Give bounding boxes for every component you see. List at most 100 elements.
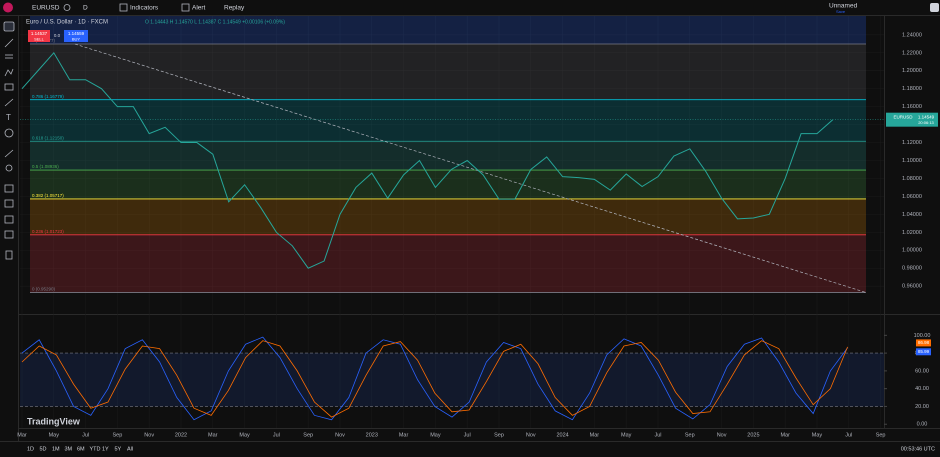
x-tick-label: Jul: [654, 432, 661, 438]
rsi-badge-label: 86.98: [918, 340, 930, 345]
sell-label[interactable]: SELL: [34, 37, 45, 42]
x-tick-label: Sep: [876, 432, 886, 438]
y-tick-label: 1.16000: [902, 104, 922, 110]
fib-zone: [30, 99, 866, 142]
avatar[interactable]: [3, 2, 13, 13]
x-tick-label: Jul: [82, 432, 89, 438]
x-tick-label: 2022: [175, 432, 187, 438]
range-button[interactable]: YTD: [90, 446, 101, 452]
range-button[interactable]: 1D: [27, 446, 34, 452]
svg-text:T: T: [6, 113, 11, 122]
interval[interactable]: D: [83, 5, 88, 12]
x-tick-label: Sep: [303, 432, 313, 438]
fib-zone: [30, 198, 866, 235]
x-tick-label: May: [621, 432, 632, 438]
rsi-band: [20, 353, 884, 407]
fib-zone: [30, 141, 866, 171]
trend-line: [74, 43, 867, 293]
range-button[interactable]: All: [127, 446, 133, 452]
add-symbol[interactable]: [63, 4, 71, 11]
y-tick-label: 1.20000: [902, 68, 922, 74]
left-toolbar: [0, 16, 18, 457]
drawing-tools[interactable]: T: [3, 21, 15, 260]
x-tick-label: Sep: [494, 432, 504, 438]
x-tick-label: Nov: [144, 432, 154, 438]
save[interactable]: Save: [836, 9, 846, 14]
x-tick-label: May: [239, 432, 250, 438]
x-tick-label: Jul: [464, 432, 471, 438]
fib-zone: [30, 44, 866, 100]
clock: 00:53:46 UTC: [901, 446, 935, 452]
y-tick-label: 1.10000: [902, 158, 922, 164]
y-tick-label: 1.00000: [902, 248, 922, 254]
range-button[interactable]: 3M: [65, 446, 73, 452]
fib-label: 0 (0.95290): [32, 287, 56, 292]
fib-label: 0.5 (1.08936): [32, 164, 59, 169]
symbol[interactable]: EURUSD: [32, 5, 60, 12]
y-tick-label: 1.06000: [902, 194, 922, 200]
x-tick-label: Nov: [335, 432, 345, 438]
range-button[interactable]: 6M: [77, 446, 85, 452]
rsi-badge: [916, 339, 931, 347]
logo: TradingView: [27, 416, 81, 426]
fib-label: 0.618 (1.12150): [32, 135, 64, 140]
price-badge-symbol: EURUSD: [893, 114, 913, 119]
rsi-tick-label: 100.00: [914, 333, 931, 339]
legend-title: Euro / U.S. Dollar · 1D · FXCM: [26, 20, 108, 26]
buy-price[interactable]: 1.14559: [68, 31, 85, 36]
range-button[interactable]: 1Y: [102, 446, 109, 452]
chart-layer: 1.240001.220001.200001.180001.160001.140…: [17, 16, 938, 452]
rsi-tick-label: 60.00: [915, 368, 929, 374]
x-tick-label: Mar: [590, 432, 600, 438]
price-badge: [886, 112, 938, 127]
alert-icon[interactable]: [181, 3, 190, 12]
x-tick-label: Mar: [208, 432, 218, 438]
x-tick-label: 2023: [366, 432, 378, 438]
range-button[interactable]: 1M: [52, 446, 60, 452]
replay[interactable]: Replay: [224, 5, 245, 12]
x-tick-label: Nov: [717, 432, 727, 438]
fib-label: 0.382 (1.05717): [32, 193, 64, 198]
y-tick-label: 0.96000: [902, 284, 922, 290]
x-tick-label: 2024: [556, 432, 568, 438]
y-tick-label: 1.18000: [902, 86, 922, 92]
fib-zone: [30, 170, 866, 199]
buy-button[interactable]: [64, 30, 88, 42]
sell-button[interactable]: [28, 30, 50, 42]
y-tick-label: 1.22000: [902, 50, 922, 56]
rsi-tick-label: 0.00: [917, 422, 928, 428]
y-tick-label: 1.04000: [902, 212, 922, 218]
range-button[interactable]: 5Y: [115, 446, 122, 452]
range-button[interactable]: 5D: [40, 446, 47, 452]
buy-label[interactable]: BUY: [72, 37, 81, 42]
price-badge-price: 1.14549: [918, 114, 935, 119]
x-tick-label: May: [49, 432, 60, 438]
x-tick-label: Nov: [526, 432, 536, 438]
x-tick-label: May: [430, 432, 441, 438]
x-tick-label: 2025: [747, 432, 759, 438]
rsi-badge: [916, 348, 931, 356]
indicators-icon[interactable]: [119, 3, 128, 12]
indicators[interactable]: Indicators: [130, 5, 159, 12]
fib-label: 0.236 (1.01723): [32, 229, 64, 234]
x-tick-label: May: [812, 432, 823, 438]
y-tick-label: 1.24000: [902, 32, 922, 38]
legend-ohlc: O 1.14443 H 1.14570 L 1.14387 C 1.14549 …: [145, 19, 285, 25]
rsi-line: [21, 336, 848, 421]
x-tick-label: Sep: [113, 432, 123, 438]
price-line: [21, 51, 834, 269]
sell-price[interactable]: 1.14537: [31, 31, 48, 36]
fib-label: 0.786 (1.16779): [32, 94, 64, 99]
x-tick-label: Mar: [17, 432, 27, 438]
y-tick-label: 1.02000: [902, 230, 922, 236]
spread: 0.0: [54, 33, 61, 38]
alert[interactable]: Alert: [192, 5, 206, 12]
x-tick-label: Mar: [780, 432, 790, 438]
rsi-tick-label: 40.00: [915, 386, 929, 392]
layout-name[interactable]: Unnamed: [829, 3, 858, 10]
y-tick-label: 1.08000: [902, 176, 922, 182]
publish[interactable]: [930, 3, 939, 12]
